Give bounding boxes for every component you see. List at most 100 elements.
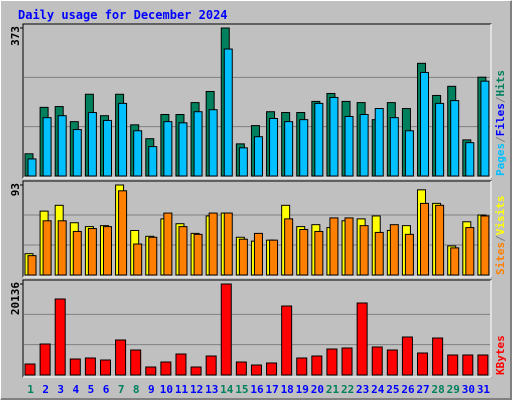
bar	[24, 363, 36, 376]
x-tick-label: 6	[103, 383, 110, 396]
bar	[178, 122, 188, 177]
x-tick-label: 13	[205, 383, 218, 396]
bar	[87, 112, 97, 177]
bar	[465, 142, 475, 177]
bar	[220, 283, 232, 376]
x-tick-label: 8	[133, 383, 140, 396]
bar	[145, 366, 157, 376]
bar	[27, 158, 37, 177]
bar	[102, 226, 112, 276]
bar	[87, 228, 97, 276]
legend: KBytes	[494, 335, 507, 375]
bar	[69, 358, 81, 376]
bar	[160, 361, 172, 376]
bar	[314, 102, 324, 177]
bar	[253, 232, 263, 276]
bar	[253, 136, 263, 177]
x-tick-label: 25	[386, 383, 399, 396]
bar	[223, 48, 233, 177]
bar	[72, 129, 82, 177]
bar	[84, 357, 96, 376]
y-tick-label: 373	[9, 26, 22, 46]
bar	[190, 366, 202, 376]
bar	[389, 117, 399, 177]
bar	[99, 359, 111, 376]
bar	[344, 217, 354, 276]
bar	[371, 346, 383, 376]
bar	[115, 339, 127, 376]
legend: Pages/Files/Hits	[494, 70, 507, 176]
bar	[311, 355, 323, 376]
bar	[235, 361, 247, 376]
legend-entry: Visits	[494, 196, 507, 236]
bar	[57, 115, 67, 177]
bar	[133, 130, 143, 177]
x-tick-label: 27	[416, 383, 429, 396]
bar	[284, 218, 294, 276]
x-tick-label: 21	[326, 383, 340, 396]
bar	[102, 119, 112, 177]
bar	[205, 355, 217, 376]
bar	[404, 233, 414, 276]
bar	[314, 230, 324, 276]
bar	[447, 354, 459, 376]
x-tick-label: 2	[42, 383, 49, 396]
bar	[163, 121, 173, 177]
legend-entry: Hits	[494, 70, 507, 97]
x-tick-label: 16	[250, 383, 264, 396]
bar	[477, 354, 489, 376]
bar	[193, 233, 203, 276]
x-tick-label: 24	[371, 383, 385, 396]
bar	[238, 238, 248, 276]
x-tick-label: 5	[88, 383, 95, 396]
x-tick-label: 29	[447, 383, 460, 396]
bar	[465, 227, 475, 276]
bar	[163, 212, 173, 276]
x-tick-label: 19	[296, 383, 309, 396]
x-tick-label: 14	[220, 383, 234, 396]
x-tick-label: 28	[432, 383, 445, 396]
x-tick-label: 26	[401, 383, 415, 396]
y-tick-label: 93	[9, 183, 22, 196]
bar	[417, 352, 429, 376]
bar	[450, 247, 460, 276]
bar	[148, 146, 158, 177]
bar	[133, 243, 143, 276]
bar	[401, 336, 413, 376]
x-tick-label: 15	[235, 383, 248, 396]
legend: Sites/Visits	[494, 196, 507, 276]
x-tick-label: 9	[148, 383, 155, 396]
bar	[238, 147, 248, 177]
bar	[299, 119, 309, 177]
x-tick-label: 23	[356, 383, 369, 396]
bar	[341, 347, 353, 376]
bar	[480, 80, 490, 177]
bar	[326, 348, 338, 376]
bar	[118, 190, 128, 276]
legend-separator: /	[494, 136, 507, 143]
bar	[374, 108, 384, 177]
bar	[284, 121, 294, 177]
bar	[359, 113, 369, 177]
legend-separator: /	[494, 96, 507, 103]
x-tick-label: 31	[477, 383, 491, 396]
bar	[42, 117, 52, 177]
bar	[39, 343, 51, 376]
bar	[299, 229, 309, 276]
y-tick-label: 20136	[9, 282, 22, 315]
bar	[175, 353, 187, 376]
bar	[208, 109, 218, 177]
bar	[356, 302, 368, 376]
bar	[57, 220, 67, 276]
x-tick-label: 3	[57, 383, 64, 396]
bar	[435, 102, 445, 177]
x-tick-label: 10	[160, 383, 173, 396]
x-tick-label: 4	[73, 383, 80, 396]
bar	[208, 212, 218, 276]
legend-entry: Sites	[494, 242, 507, 275]
bar	[27, 255, 37, 276]
bar	[118, 102, 128, 177]
bar	[374, 231, 384, 276]
bar	[420, 71, 430, 177]
